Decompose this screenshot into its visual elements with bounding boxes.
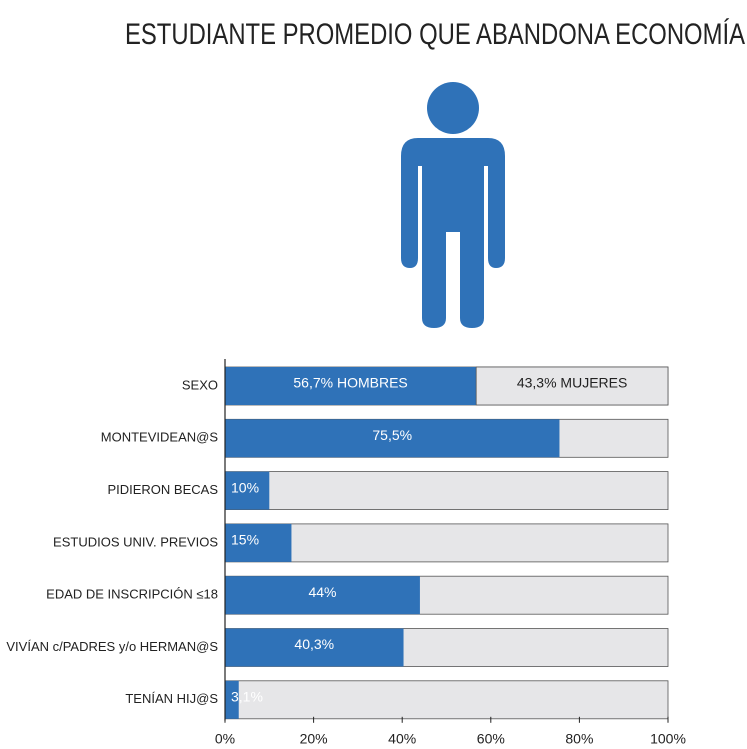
category-label: MONTEVIDEAN@S [101,430,219,445]
x-tick-label: 100% [650,731,686,747]
value-label: 10% [231,479,259,495]
chart-title: ESTUDIANTE PROMEDIO QUE ABANDONA ECONOMÍ… [125,18,745,51]
category-label: VIVÍAN c/PADRES y/o HERMAN@S [6,639,218,654]
value-label: 15% [231,532,259,548]
x-tick-label: 20% [300,731,328,747]
person-icon [401,82,505,328]
value-label: 44% [308,584,336,600]
value-label: 75,5% [372,427,412,443]
bar [225,471,270,510]
bar-track [224,523,669,563]
bar-track [224,471,669,511]
category-label: EDAD DE INSCRIPCIÓN ≤18 [46,587,218,602]
x-tick-label: 0% [215,731,235,747]
value-label: 43,3% MUJERES [517,375,627,391]
bar [225,628,404,667]
bar [225,419,560,458]
x-tick-label: 60% [477,731,505,747]
bar-segment [475,366,669,406]
value-label: 3,1% [231,689,263,705]
x-tick-label: 40% [388,731,416,747]
value-label: 40,3% [294,636,334,652]
bar [225,680,239,719]
category-label: ESTUDIOS UNIV. PREVIOS [53,534,218,549]
category-label: PIDIERON BECAS [107,482,218,497]
value-label: 56,7% HOMBRES [293,375,407,391]
bar [225,576,420,615]
bar-track [224,680,669,720]
category-label: TENÍAN HIJ@S [125,691,218,706]
bar [225,367,477,405]
category-label: SEXO [182,377,218,392]
x-tick-label: 80% [565,731,593,747]
bar [225,523,292,562]
